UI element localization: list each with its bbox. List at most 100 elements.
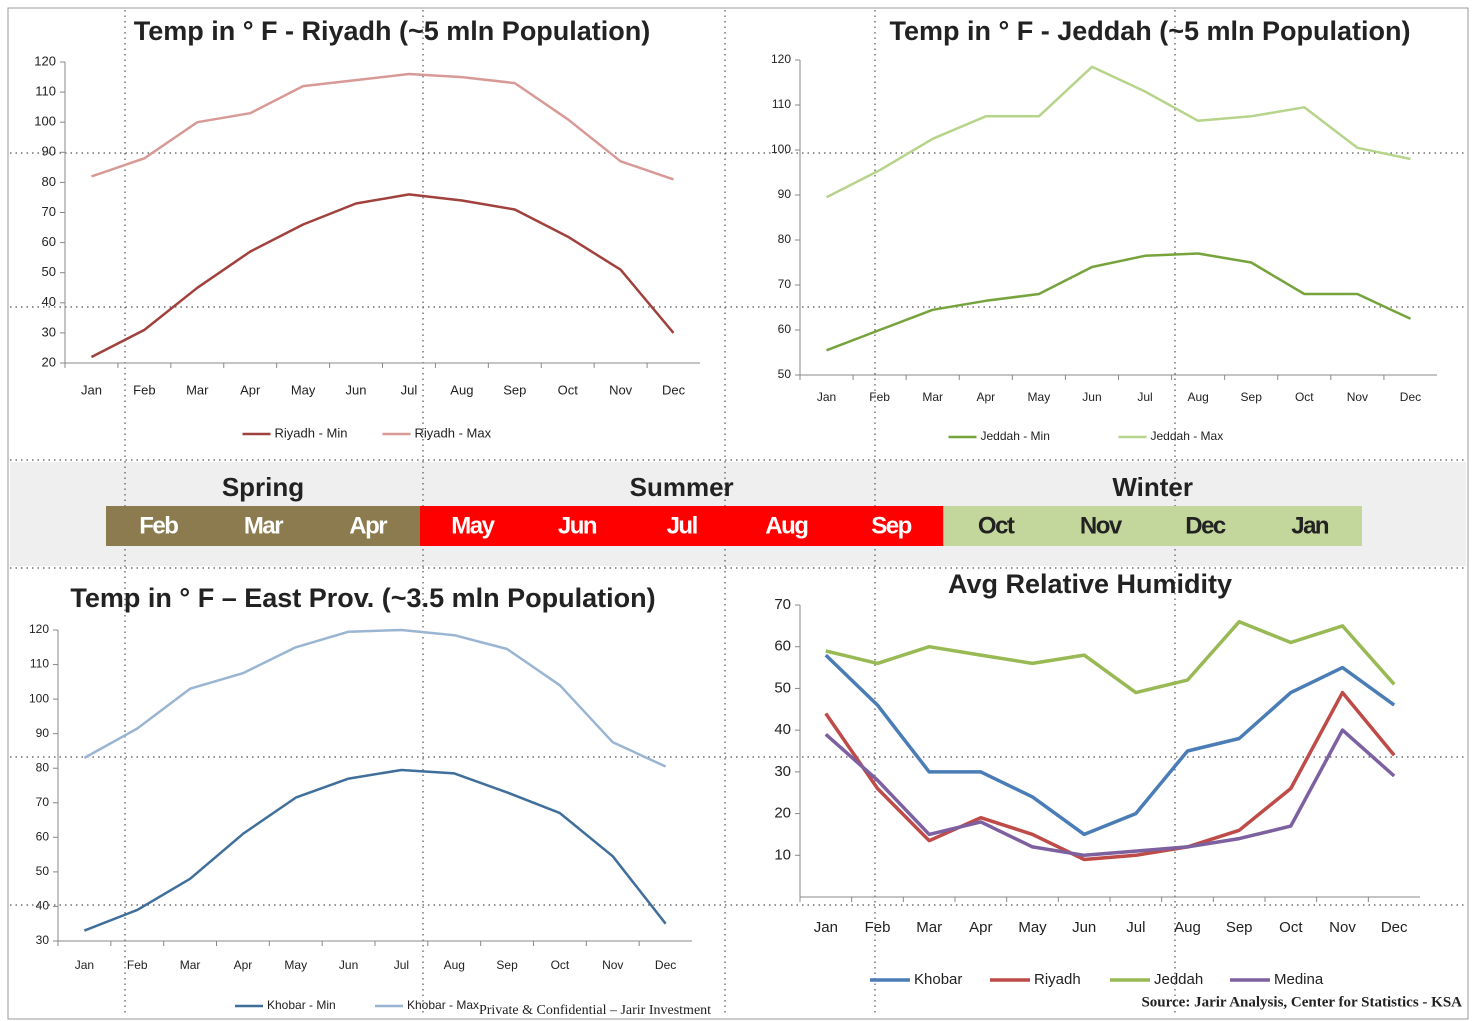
x-tick-label: Feb	[133, 382, 155, 397]
series-line	[824, 653, 1396, 837]
season-month: Mar	[244, 512, 283, 539]
season-block	[106, 506, 420, 546]
y-tick-label: 100	[34, 114, 56, 129]
y-tick-label: 40	[774, 721, 791, 738]
season-month: Dec	[1185, 512, 1226, 539]
y-tick-label: 40	[42, 294, 56, 309]
x-tick-label: Nov	[602, 958, 623, 972]
x-tick-label: Oct	[558, 382, 579, 397]
y-tick-label: 60	[42, 234, 56, 249]
footer-source: Source: Jarir Analysis, Center for Stati…	[1141, 994, 1462, 1010]
y-tick-label: 70	[36, 795, 50, 809]
y-tick-label: 50	[36, 864, 50, 878]
x-tick-label: Aug	[444, 958, 465, 972]
legend-label: Medina	[1274, 971, 1324, 988]
x-tick-label: Jul	[1137, 390, 1152, 404]
chart-title: Temp in ° F - Jeddah (~5 mln Population)	[889, 16, 1410, 46]
y-tick-label: 100	[29, 691, 49, 705]
y-tick-label: 100	[771, 142, 791, 156]
y-tick-label: 120	[771, 52, 791, 66]
x-tick-label: May	[1018, 919, 1047, 936]
y-tick-label: 70	[774, 596, 791, 613]
frame	[7, 7, 1469, 1020]
x-tick-label: Sep	[1226, 919, 1253, 936]
x-tick-label: May	[1028, 390, 1051, 404]
season-month: May	[451, 512, 495, 539]
chart-title: Avg Relative Humidity	[948, 569, 1232, 599]
y-tick-label: 20	[774, 805, 791, 822]
x-tick-label: Oct	[1295, 390, 1314, 404]
chart-title: Temp in ° F – East Prov. (~3.5 mln Popul…	[70, 583, 655, 613]
x-tick-label: Aug	[450, 382, 473, 397]
season-month: Jul	[667, 512, 697, 539]
y-tick-label: 40	[36, 899, 50, 913]
y-tick-label: 50	[778, 367, 792, 381]
footer-confidential: Private & Confidential – Jarir Investmen…	[479, 1003, 711, 1018]
x-tick-label: May	[284, 958, 307, 972]
x-tick-label: Dec	[1400, 390, 1421, 404]
x-tick-label: Jun	[1082, 390, 1101, 404]
season-month: Apr	[349, 512, 387, 539]
y-tick-label: 30	[774, 763, 791, 780]
x-tick-label: Apr	[240, 382, 261, 397]
x-tick-label: Jun	[1072, 919, 1096, 936]
x-tick-label: Jun	[339, 958, 358, 972]
series-line	[825, 65, 1411, 199]
season-month: Feb	[139, 512, 178, 539]
x-tick-label: Jul	[394, 958, 409, 972]
x-tick-label: Oct	[1279, 919, 1303, 936]
x-tick-label: Dec	[655, 958, 676, 972]
x-tick-label: Oct	[551, 958, 570, 972]
y-tick-label: 110	[35, 84, 56, 99]
y-tick-label: 60	[778, 322, 792, 336]
legend-label: Riyadh - Min	[275, 425, 348, 440]
legend-label: Khobar	[914, 971, 962, 988]
x-tick-label: Apr	[969, 919, 992, 936]
y-tick-label: 80	[36, 760, 50, 774]
y-tick-label: 60	[36, 830, 50, 844]
x-tick-label: Nov	[609, 382, 633, 397]
y-tick-label: 80	[778, 232, 792, 246]
x-tick-label: Jan	[817, 390, 836, 404]
x-tick-label: Feb	[865, 919, 891, 936]
season-month: Jun	[558, 512, 597, 539]
y-tick-label: 120	[34, 53, 56, 68]
legend-label: Jeddah	[1154, 971, 1203, 988]
x-tick-label: Mar	[186, 382, 209, 397]
season-month: Jan	[1291, 512, 1329, 539]
x-tick-label: Mar	[180, 958, 201, 972]
y-tick-label: 90	[778, 187, 792, 201]
series-line	[826, 252, 1412, 352]
y-tick-label: 10	[774, 846, 791, 863]
series-line	[83, 768, 667, 932]
x-tick-label: Sep	[1241, 390, 1263, 404]
x-tick-label: Jul	[401, 382, 418, 397]
legend-label: Khobar - Max	[407, 998, 479, 1012]
y-tick-label: 90	[36, 726, 50, 740]
season-month: Oct	[978, 512, 1015, 539]
season-name: Winter	[1112, 472, 1193, 502]
season-name: Summer	[630, 472, 734, 502]
series-line	[825, 619, 1396, 695]
y-tick-label: 120	[29, 622, 49, 636]
x-tick-label: Jun	[346, 382, 367, 397]
x-tick-label: Apr	[976, 390, 995, 404]
y-tick-label: 50	[774, 679, 791, 696]
series-line	[91, 72, 674, 181]
x-tick-label: Nov	[1347, 390, 1368, 404]
y-tick-label: 30	[36, 933, 50, 947]
x-tick-label: Jan	[75, 958, 94, 972]
x-tick-label: Jan	[81, 382, 102, 397]
legend-label: Riyadh	[1034, 971, 1081, 988]
season-month: Nov	[1080, 512, 1123, 539]
series-line	[83, 628, 667, 768]
x-tick-label: Sep	[503, 382, 526, 397]
x-tick-label: Jul	[1126, 919, 1145, 936]
x-tick-label: Feb	[869, 390, 890, 404]
x-tick-label: Aug	[1187, 390, 1208, 404]
y-tick-label: 110	[30, 657, 49, 671]
season-block	[943, 506, 1362, 546]
x-tick-label: May	[291, 382, 316, 397]
x-tick-label: Apr	[234, 958, 253, 972]
x-tick-label: Sep	[496, 958, 518, 972]
